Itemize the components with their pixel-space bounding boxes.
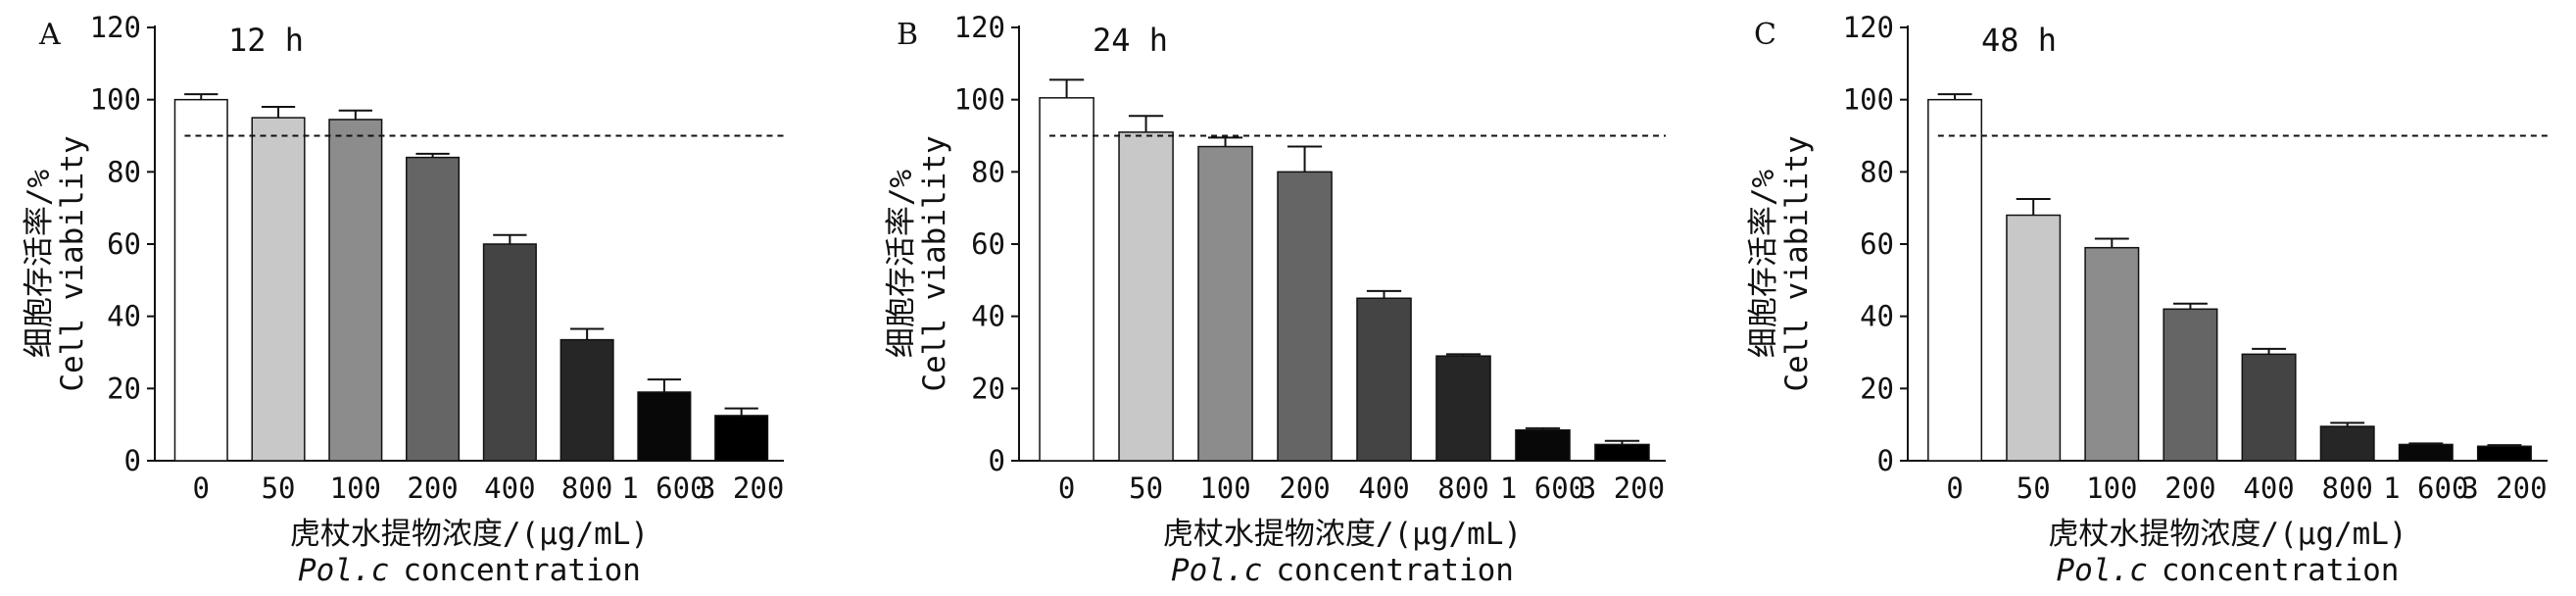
y-tick-label: 20 <box>1860 372 1894 405</box>
y-axis-label-cn: 细胞存活率/% <box>1746 170 1781 359</box>
x-tick-label: 1 600 <box>2383 472 2468 505</box>
bar <box>1356 297 1412 462</box>
x-tick-label: 3 200 <box>699 472 784 505</box>
x-axis-label-en-text: concentration <box>403 553 641 588</box>
bar <box>2084 246 2140 462</box>
bar <box>173 98 228 462</box>
x-tick-label: 200 <box>407 472 458 505</box>
y-tick-label: 40 <box>971 300 1005 333</box>
bar <box>1277 171 1333 462</box>
y-tick-label: 120 <box>90 11 141 44</box>
panel-a: A 12 h 0 20 40 60 80 100 120 细胞存活率/%Cell viabilit… <box>22 11 784 588</box>
x-tick-label: 100 <box>330 472 381 505</box>
panel-letter: A <box>38 18 61 52</box>
x-axis-label-en-italic: Pol.c <box>298 553 389 588</box>
panel-letter: B <box>897 18 918 52</box>
x-axis-label-en: Pol.c concentration <box>298 553 641 588</box>
x-tick-label: 100 <box>1199 472 1250 505</box>
x-tick-label: 50 <box>2017 472 2051 505</box>
y-tick-label: 60 <box>107 227 141 261</box>
x-tick-label: 3 200 <box>1580 472 1665 505</box>
x-tick-label: 0 <box>1946 472 1963 505</box>
bar <box>559 338 614 462</box>
y-tick-label: 20 <box>971 372 1005 405</box>
y-tick-label: 60 <box>971 227 1005 261</box>
bar <box>1515 428 1571 462</box>
bar <box>1039 97 1094 462</box>
bar <box>714 415 769 462</box>
panel-b: B 24 h 0 20 40 60 80 100 120 细胞存活率/%Cell viabilit… <box>884 11 1666 588</box>
y-tick-label: 0 <box>1877 444 1894 477</box>
y-tick-label: 100 <box>954 83 1005 117</box>
x-tick-label: 400 <box>484 472 535 505</box>
y-tick-label: 0 <box>124 444 141 477</box>
x-tick-label: 1 600 <box>1500 472 1585 505</box>
panel-letter: C <box>1754 18 1776 52</box>
x-axis-label-cn: 虎杖水提物浓度/(μg/mL) <box>2048 517 2406 552</box>
x-tick-label: 1 600 <box>621 472 706 505</box>
x-axis-label-cn: 虎杖水提物浓度/(μg/mL) <box>1163 517 1522 552</box>
x-axis-label-en-italic: Pol.c <box>2057 553 2148 588</box>
x-tick-label: 400 <box>2243 472 2294 505</box>
y-tick-label: 60 <box>1860 227 1894 261</box>
bar <box>328 119 383 462</box>
bar <box>251 117 306 462</box>
y-axis-label-en: Cell viability <box>1779 135 1815 391</box>
y-axis-label-cn: 细胞存活率/% <box>884 170 919 359</box>
x-axis-label-en-italic: Pol.c <box>1171 553 1262 588</box>
y-tick-label: 0 <box>989 444 1005 477</box>
bar <box>2476 445 2532 462</box>
y-tick-label: 20 <box>107 372 141 405</box>
y-axis-label-en: Cell viability <box>55 135 90 391</box>
x-tick-label: 400 <box>1358 472 1409 505</box>
x-tick-label: 50 <box>1129 472 1163 505</box>
y-tick-label: 40 <box>107 300 141 333</box>
bar <box>2006 214 2062 462</box>
x-tick-label: 0 <box>193 472 210 505</box>
x-tick-label: 800 <box>561 472 612 505</box>
x-axis-label-en: Pol.c concentration <box>1171 553 1514 588</box>
panel-title: 12 h <box>228 22 304 59</box>
x-tick-label: 200 <box>2164 472 2215 505</box>
x-axis-label-en: Pol.c concentration <box>2057 553 2400 588</box>
bar <box>2163 308 2218 462</box>
panel-title: 48 h <box>1981 22 2057 59</box>
panel-c: C 48 h 0 20 40 60 80 100 120 细胞存活率/%Cell viabilit… <box>1746 11 2548 588</box>
bar <box>637 391 692 462</box>
x-tick-label: 800 <box>2321 472 2372 505</box>
y-tick-label: 100 <box>1843 83 1894 117</box>
y-tick-label: 80 <box>971 155 1005 188</box>
x-tick-label: 800 <box>1437 472 1488 505</box>
bar <box>1435 355 1491 462</box>
bar <box>1927 98 1983 462</box>
y-tick-label: 120 <box>954 11 1005 44</box>
x-axis-label-cn: 虎杖水提物浓度/(μg/mL) <box>290 517 649 552</box>
y-tick-label: 100 <box>90 83 141 117</box>
y-tick-label: 120 <box>1843 11 1894 44</box>
x-tick-label: 0 <box>1058 472 1075 505</box>
x-axis-label-en-text: concentration <box>2162 553 2400 588</box>
bar <box>2398 443 2454 462</box>
bar <box>1118 131 1174 462</box>
y-tick-label: 80 <box>107 155 141 188</box>
y-axis-label-en: Cell viability <box>917 135 952 391</box>
bar <box>1197 145 1253 462</box>
bar <box>482 243 537 462</box>
y-tick-label: 40 <box>1860 300 1894 333</box>
bar <box>2241 353 2297 462</box>
bar <box>2319 425 2375 462</box>
x-tick-label: 3 200 <box>2461 472 2547 505</box>
x-tick-label: 100 <box>2086 472 2137 505</box>
y-axis-label-cn: 细胞存活率/% <box>22 170 57 359</box>
bar <box>1594 443 1650 462</box>
x-tick-label: 200 <box>1279 472 1330 505</box>
x-axis-label-en-text: concentration <box>1276 553 1514 588</box>
x-tick-label: 50 <box>262 472 296 505</box>
bar <box>406 156 461 462</box>
panel-title: 24 h <box>1093 22 1168 59</box>
y-tick-label: 80 <box>1860 155 1894 188</box>
